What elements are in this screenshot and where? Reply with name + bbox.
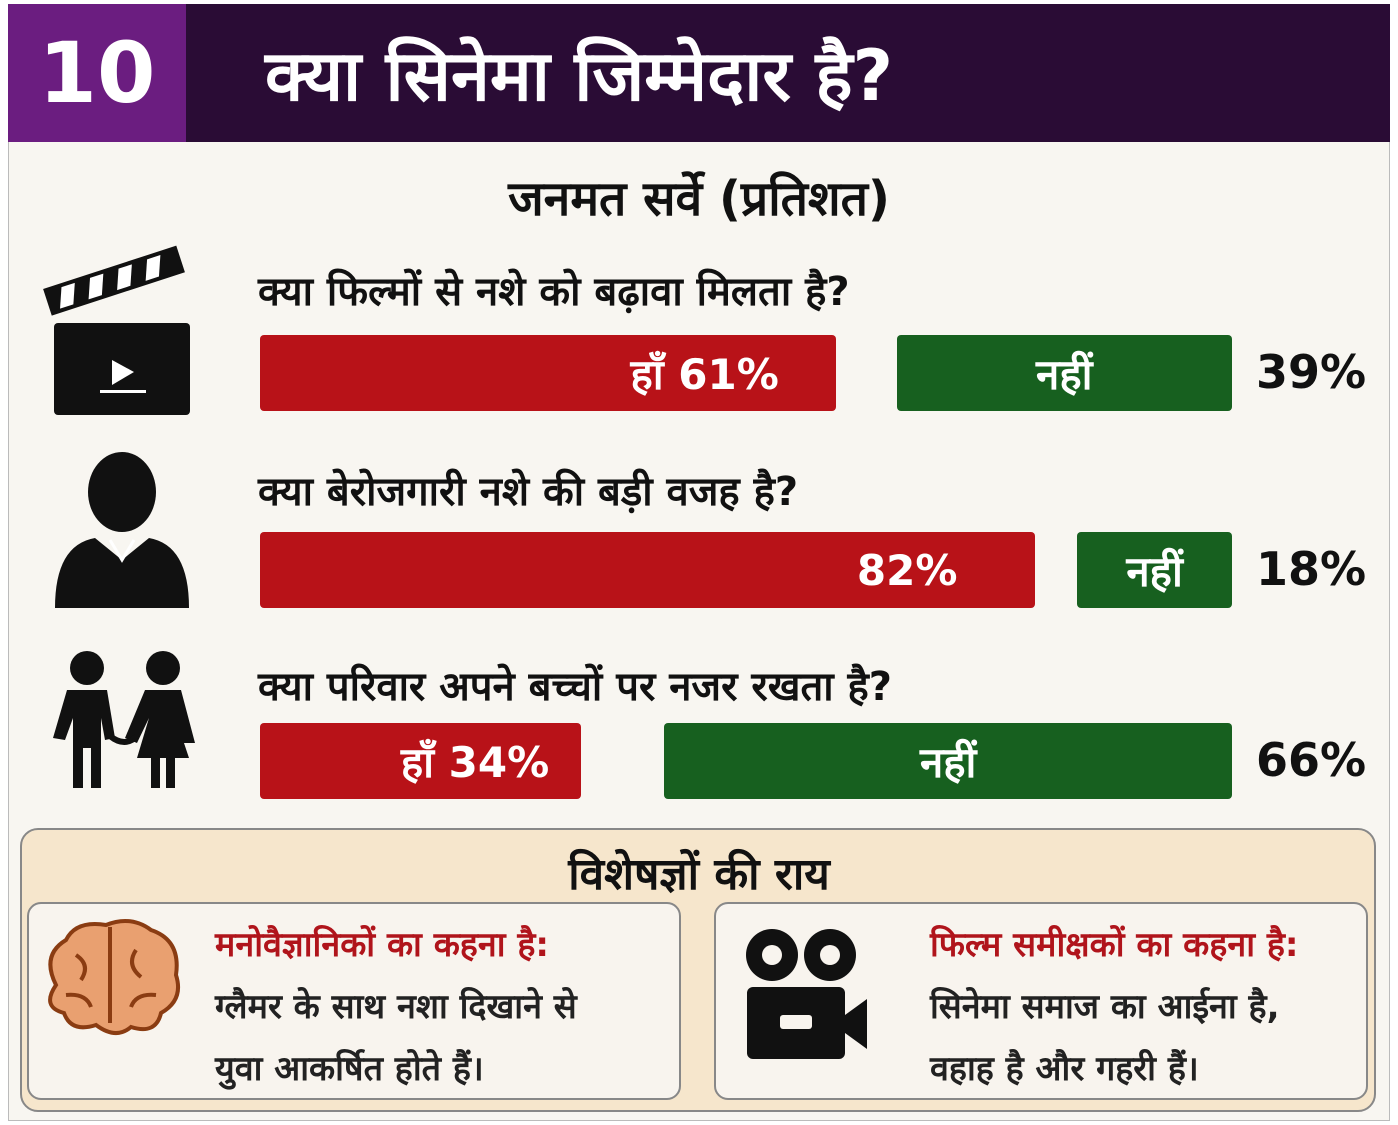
- yes-bar: हाँ 61%: [260, 335, 837, 411]
- card-line: ग्लैमर के साथ नशा दिखाने से: [215, 987, 577, 1027]
- card-heading: फिल्म समीक्षकों का कहना है:: [930, 925, 1299, 965]
- card-heading: मनोवैज्ञानिकों का कहना है:: [215, 925, 550, 965]
- question: क्या परिवार अपने बच्चों पर नजर रखता है?: [258, 664, 893, 710]
- no-label: नहीं: [1126, 546, 1183, 596]
- brain-icon: [48, 919, 181, 1035]
- card-line: युवा आकर्षित होते हैं।: [215, 1049, 484, 1089]
- yes-bar: हाँ 34%: [260, 723, 582, 799]
- no-bar: नहीं: [1077, 532, 1232, 608]
- yes-label: हाँ 61%: [630, 349, 779, 399]
- question: क्या फिल्मों से नशे को बढ़ावा मिलता है?: [258, 269, 850, 315]
- card-line: सिनेमा समाज का आईना है,: [930, 987, 1280, 1027]
- family-icon: [53, 651, 195, 788]
- no-percent: 39%: [1256, 345, 1367, 399]
- no-percent: 66%: [1256, 733, 1367, 787]
- no-bar: नहीं: [896, 335, 1232, 411]
- question: क्या बेरोजगारी नशे की बड़ी वजह है?: [258, 469, 799, 515]
- experts-title: विशेषज्ञों की राय: [568, 849, 830, 900]
- header-number: 10: [8, 4, 186, 142]
- no-label: नहीं: [1036, 349, 1093, 399]
- clapper-icon: [43, 245, 190, 415]
- header-title: क्या सिनेमा जिम्मेदार है?: [265, 35, 894, 117]
- card-line: वहाह है और गहरी हैं।: [930, 1049, 1199, 1089]
- yes-label: हाँ 34%: [400, 737, 550, 787]
- camera-icon: [746, 929, 867, 1059]
- yes-bar: 82%: [260, 532, 1035, 608]
- header-bar: [8, 4, 1390, 142]
- person-icon: [55, 452, 189, 608]
- no-percent: 18%: [1256, 542, 1367, 596]
- survey-title: जनमत सर्वे (प्रतिशत): [508, 171, 890, 227]
- yes-label: 82%: [856, 545, 958, 595]
- no-label: नहीं: [919, 737, 977, 787]
- no-bar: नहीं: [664, 723, 1232, 799]
